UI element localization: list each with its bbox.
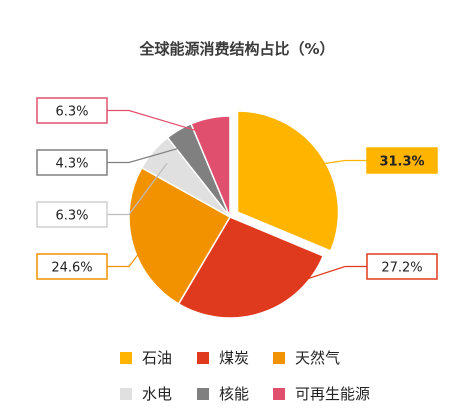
pie-slice-6	[190, 115, 231, 218]
legend-label-5: 核能	[219, 385, 249, 403]
pie-slice-3	[128, 166, 232, 305]
data-label-box-2	[366, 253, 438, 280]
legend-swatch-3	[273, 352, 285, 364]
legend-swatch-5	[197, 388, 209, 400]
leader-line-1	[306, 159, 367, 167]
leader-line-4	[107, 162, 168, 216]
data-label-2: 27.2%	[381, 261, 422, 276]
legend-swatch-4	[120, 388, 132, 400]
leader-line-6	[107, 109, 214, 137]
leader-line-3	[107, 238, 151, 268]
chart-title: 全球能源消费结构占比（%）	[138, 40, 334, 58]
pie-slice-1	[236, 110, 340, 252]
pie-slice-2	[177, 216, 325, 319]
data-label-5: 4.3%	[55, 157, 88, 172]
legend-swatch-1	[120, 352, 132, 364]
data-label-1: 31.3%	[379, 155, 424, 170]
legend-label-6: 可再生能源	[295, 385, 370, 403]
leader-line-5	[107, 145, 189, 164]
leader-lines	[107, 109, 367, 297]
data-label-boxes: 31.3% 27.2% 24.6% 6.3% 4.3% 6.3%	[36, 97, 438, 280]
data-label-box-4	[36, 201, 108, 228]
legend-label-2: 煤炭	[219, 349, 249, 367]
data-label-box-6	[36, 97, 108, 124]
legend-swatch-6	[273, 388, 285, 400]
leader-line-2	[255, 265, 367, 297]
data-label-6: 6.3%	[55, 105, 88, 120]
data-label-box-5	[36, 149, 108, 176]
data-label-box-1	[366, 147, 438, 174]
data-label-box-3	[36, 253, 108, 280]
pie-slices	[128, 110, 340, 319]
data-label-3: 24.6%	[51, 261, 92, 276]
data-label-4: 6.3%	[55, 209, 88, 224]
legend-label-4: 水电	[142, 385, 172, 403]
legend-swatch-2	[197, 352, 209, 364]
legend-label-3: 天然气	[295, 349, 340, 367]
legend-label-1: 石油	[142, 349, 172, 367]
